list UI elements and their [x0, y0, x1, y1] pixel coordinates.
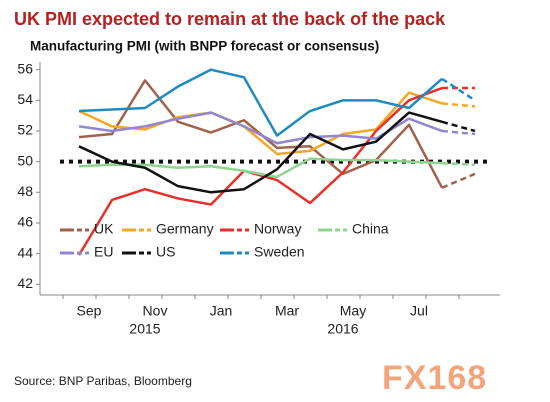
x-tick-label: Mar: [275, 303, 299, 319]
legend-label: China: [352, 221, 389, 237]
series-line: [78, 157, 443, 179]
legend-label: Sweden: [254, 244, 305, 260]
legend-label: Norway: [254, 221, 301, 237]
x-year-label: 2015: [129, 321, 160, 337]
legend-label: EU: [94, 244, 113, 260]
x-year-label: 2016: [327, 321, 358, 337]
y-tick-label: 50: [17, 152, 33, 168]
legend-label: UK: [94, 221, 114, 237]
chart-subtitle: Manufacturing PMI (with BNPP forecast or…: [30, 39, 379, 54]
legend-label: US: [156, 244, 175, 260]
watermark: FX168: [382, 359, 487, 397]
y-tick-label: 44: [17, 244, 33, 260]
forecast-line: [441, 172, 476, 189]
forecast-line: [441, 161, 476, 166]
y-tick-label: 56: [17, 60, 33, 76]
forecast-line: [441, 102, 476, 108]
chart-title: UK PMI expected to remain at the back of…: [14, 9, 446, 29]
series-line: [78, 68, 443, 137]
y-tick-label: 52: [17, 122, 33, 138]
x-tick-label: Nov: [143, 303, 168, 319]
source: Source: BNP Paribas, Bloomberg: [14, 374, 192, 388]
x-tick-label: Sep: [77, 303, 102, 319]
y-tick-label: 42: [17, 275, 33, 291]
forecast-line: [441, 129, 476, 136]
series-line: [78, 111, 443, 194]
series-line: [77, 86, 443, 256]
x-tick-label: Jul: [410, 303, 428, 319]
y-tick-label: 54: [17, 91, 33, 107]
forecast-line: [441, 120, 476, 133]
y-tick-label: 46: [17, 214, 33, 230]
forecast-line: [441, 77, 476, 102]
y-tick-label: 48: [17, 183, 33, 199]
x-tick-label: Jan: [210, 303, 233, 319]
legend-label: Germany: [156, 221, 214, 237]
series-line: [78, 91, 443, 156]
x-tick-label: May: [340, 303, 366, 319]
